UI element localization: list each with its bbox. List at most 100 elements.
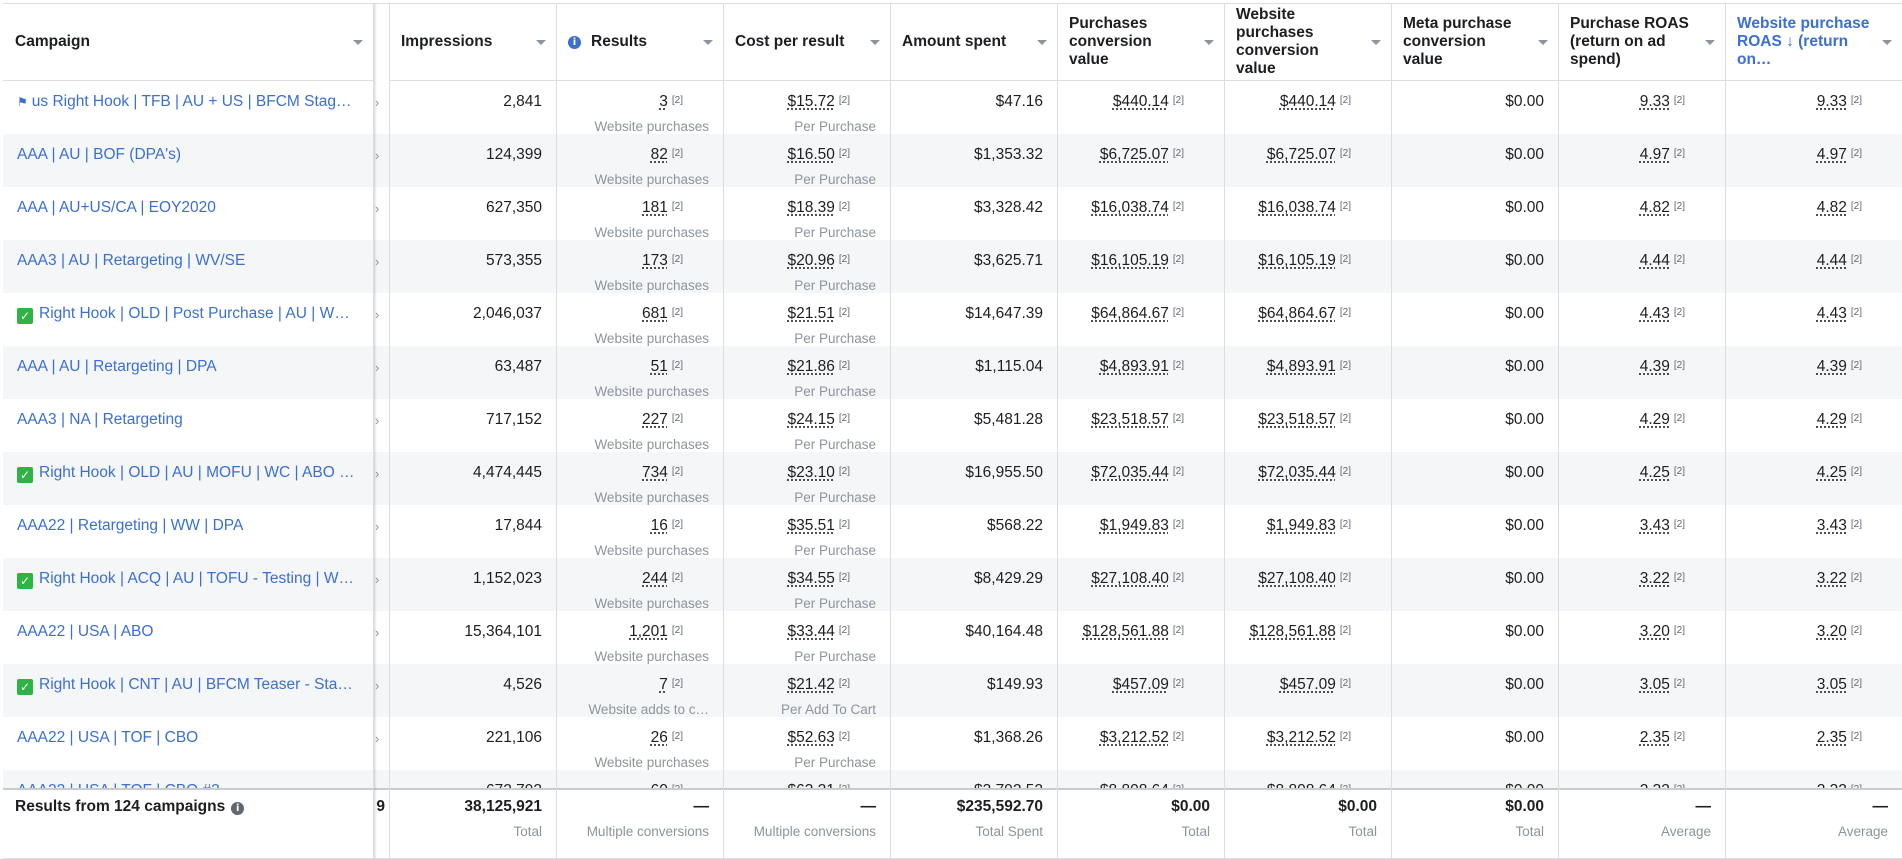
cell-results[interactable]: 681 [2] Website purchases (556, 293, 723, 346)
cell-wroas[interactable]: 4.43 [2] (1725, 293, 1902, 346)
cell-wroas[interactable]: 4.29 [2] (1725, 399, 1902, 452)
cell-pcv[interactable]: $27,108.40 [2] (1057, 558, 1224, 611)
sort-caret-icon[interactable] (1037, 40, 1047, 45)
cell-cpr[interactable]: $18.39 [2] Per Purchase (723, 187, 890, 240)
cell-wpcv[interactable]: $128,561.88 [2] (1224, 611, 1391, 664)
cell-results[interactable]: 1,201 [2] Website purchases (556, 611, 723, 664)
cell-results[interactable]: 734 [2] Website purchases (556, 452, 723, 505)
cell-cpr[interactable]: $16.50 [2] Per Purchase (723, 134, 890, 187)
sort-caret-icon[interactable] (1882, 40, 1892, 45)
column-header-meta[interactable]: Meta purchase conversion value (1391, 4, 1558, 81)
sort-caret-icon[interactable] (1371, 40, 1381, 45)
cell-cpr[interactable]: $34.55 [2] Per Purchase (723, 558, 890, 611)
campaign-name-link[interactable]: AAA | AU+US/CA | EOY2020 (3, 187, 373, 240)
cell-results[interactable]: 227 [2] Website purchases (556, 399, 723, 452)
column-header-spent[interactable]: Amount spent (890, 4, 1057, 81)
cell-cpr[interactable]: $24.15 [2] Per Purchase (723, 399, 890, 452)
cell-roas[interactable]: 4.97 [2] (1558, 134, 1725, 187)
cell-wpcv[interactable]: $3,212.52 [2] (1224, 717, 1391, 770)
cell-wroas[interactable]: 3.20 [2] (1725, 611, 1902, 664)
sort-caret-icon[interactable] (1204, 40, 1214, 45)
info-icon[interactable]: i (231, 802, 245, 815)
sort-caret-icon[interactable] (703, 40, 713, 45)
campaign-name-link[interactable]: ⚑ us Right Hook | TFB | AU + US | BFCM St… (3, 81, 373, 134)
sort-caret-icon[interactable] (353, 40, 363, 45)
cell-wroas[interactable]: 2.35 [2] (1725, 717, 1902, 770)
campaign-name-link[interactable]: AAA3 | NA | Retargeting (3, 399, 373, 452)
cell-roas[interactable]: 4.25 [2] (1558, 452, 1725, 505)
cell-results[interactable]: 7 [2] Website adds to c… (556, 664, 723, 717)
cell-roas[interactable]: 3.05 [2] (1558, 664, 1725, 717)
cell-cpr[interactable]: $35.51 [2] Per Purchase (723, 505, 890, 558)
cell-cpr[interactable]: $52.63 [2] Per Purchase (723, 717, 890, 770)
column-header-pcv[interactable]: Purchases conversion value (1057, 4, 1224, 81)
cell-cpr[interactable]: $23.10 [2] Per Purchase (723, 452, 890, 505)
cell-wpcv[interactable]: $27,108.40 [2] (1224, 558, 1391, 611)
cell-results[interactable]: 181 [2] Website purchases (556, 187, 723, 240)
cell-roas[interactable]: 4.39 [2] (1558, 346, 1725, 399)
cell-wpcv[interactable]: $1,949.83 [2] (1224, 505, 1391, 558)
cell-pcv[interactable]: $3,212.52 [2] (1057, 717, 1224, 770)
cell-cpr[interactable]: $20.96 [2] Per Purchase (723, 240, 890, 293)
cell-wpcv[interactable]: $72,035.44 [2] (1224, 452, 1391, 505)
campaign-name-link[interactable]: ✓ Right Hook | OLD | Post Purchase | AU |… (3, 293, 373, 346)
campaign-name-link[interactable]: ✓ Right Hook | ACQ | AU | TOFU - Testing … (3, 558, 373, 611)
cell-cpr[interactable]: $21.42 [2] Per Add To Cart (723, 664, 890, 717)
cell-wpcv[interactable]: $64,864.67 [2] (1224, 293, 1391, 346)
cell-pcv[interactable]: $6,725.07 [2] (1057, 134, 1224, 187)
cell-wpcv[interactable]: $23,518.57 [2] (1224, 399, 1391, 452)
column-header-results[interactable]: i Results (556, 4, 723, 81)
cell-pcv[interactable]: $16,105.19 [2] (1057, 240, 1224, 293)
campaign-name-link[interactable]: ✓ Right Hook | CNT | AU | BFCM Teaser - S… (3, 664, 373, 717)
sort-caret-icon[interactable] (1705, 40, 1715, 45)
cell-roas[interactable]: 4.43 [2] (1558, 293, 1725, 346)
cell-roas[interactable]: 3.20 [2] (1558, 611, 1725, 664)
cell-wpcv[interactable]: $440.14 [2] (1224, 81, 1391, 134)
cell-wroas[interactable]: 4.44 [2] (1725, 240, 1902, 293)
column-header-wroas[interactable]: Website purchase ROAS ↓ (return on… (1725, 4, 1902, 81)
cell-results[interactable]: 244 [2] Website purchases (556, 558, 723, 611)
campaign-name-link[interactable]: AAA | AU | Retargeting | DPA (3, 346, 373, 399)
cell-wroas[interactable]: 3.05 [2] (1725, 664, 1902, 717)
cell-pcv[interactable]: $23,518.57 [2] (1057, 399, 1224, 452)
cell-pcv[interactable]: $16,038.74 [2] (1057, 187, 1224, 240)
campaign-name-link[interactable]: AAA | AU | BOF (DPA's) (3, 134, 373, 187)
cell-wroas[interactable]: 4.82 [2] (1725, 187, 1902, 240)
campaign-name-link[interactable]: AAA22 | USA | ABO (3, 611, 373, 664)
cell-wpcv[interactable]: $16,105.19 [2] (1224, 240, 1391, 293)
cell-wroas[interactable]: 9.33 [2] (1725, 81, 1902, 134)
cell-roas[interactable]: 4.44 [2] (1558, 240, 1725, 293)
campaign-name-link[interactable]: ✓ Right Hook | OLD | AU | MOFU | WC | ABO… (3, 452, 373, 505)
cell-roas[interactable]: 3.22 [2] (1558, 558, 1725, 611)
cell-pcv[interactable]: $128,561.88 [2] (1057, 611, 1224, 664)
cell-wpcv[interactable]: $457.09 [2] (1224, 664, 1391, 717)
cell-roas[interactable]: 3.43 [2] (1558, 505, 1725, 558)
cell-results[interactable]: 16 [2] Website purchases (556, 505, 723, 558)
cell-roas[interactable]: 2.35 [2] (1558, 717, 1725, 770)
campaign-name-link[interactable]: AAA3 | AU | Retargeting | WV/SE (3, 240, 373, 293)
cell-pcv[interactable]: $64,864.67 [2] (1057, 293, 1224, 346)
column-header-campaign[interactable]: Campaign (3, 4, 373, 81)
cell-results[interactable]: 82 [2] Website purchases (556, 134, 723, 187)
cell-cpr[interactable]: $21.86 [2] Per Purchase (723, 346, 890, 399)
cell-roas[interactable]: 4.82 [2] (1558, 187, 1725, 240)
cell-pcv[interactable]: $457.09 [2] (1057, 664, 1224, 717)
cell-wroas[interactable]: 3.22 [2] (1725, 558, 1902, 611)
campaign-name-link[interactable]: AAA22 | USA | TOF | CBO (3, 717, 373, 770)
cell-wroas[interactable]: 4.25 [2] (1725, 452, 1902, 505)
cell-results[interactable]: 3 [2] Website purchases (556, 81, 723, 134)
cell-results[interactable]: 51 [2] Website purchases (556, 346, 723, 399)
cell-cpr[interactable]: $15.72 [2] Per Purchase (723, 81, 890, 134)
cell-wroas[interactable]: 4.39 [2] (1725, 346, 1902, 399)
cell-roas[interactable]: 4.29 [2] (1558, 399, 1725, 452)
sort-caret-icon[interactable] (536, 40, 546, 45)
cell-wpcv[interactable]: $4,893.91 [2] (1224, 346, 1391, 399)
cell-roas[interactable]: 9.33 [2] (1558, 81, 1725, 134)
cell-wpcv[interactable]: $6,725.07 [2] (1224, 134, 1391, 187)
cell-cpr[interactable]: $33.44 [2] Per Purchase (723, 611, 890, 664)
sort-caret-icon[interactable] (1538, 40, 1548, 45)
column-header-roas[interactable]: Purchase ROAS (return on ad spend) (1558, 4, 1725, 81)
sort-caret-icon[interactable] (870, 40, 880, 45)
column-header-wpcv[interactable]: Website purchases conversion value (1224, 4, 1391, 81)
cell-pcv[interactable]: $1,949.83 [2] (1057, 505, 1224, 558)
